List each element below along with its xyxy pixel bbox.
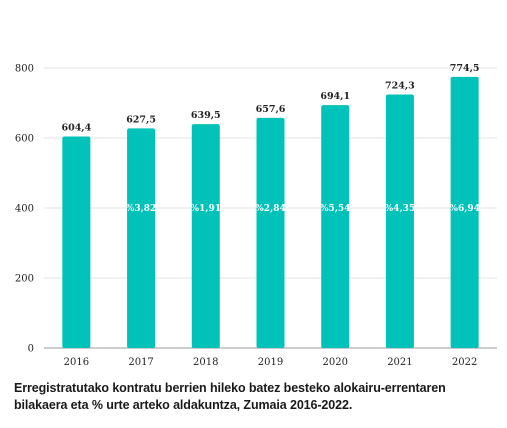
bar-pct-label: %3,82 [126, 204, 156, 214]
bar-value-label: 657,6 [256, 104, 286, 115]
y-tick-label: 600 [15, 134, 34, 145]
bar-pct-label: %2,84 [255, 204, 285, 214]
bar-chart: 0 200 400 600 800 604,4 2016 627,5 %3,82 2017 639,… [15, 63, 497, 368]
bar-value-label: 639,5 [191, 110, 221, 121]
x-tick-label: 2021 [387, 357, 412, 368]
bar-value-label: 694,1 [320, 91, 350, 102]
bar-value-label: 724,3 [385, 80, 415, 91]
chart-caption: Erregistratutako kontratu berrien hileko… [14, 381, 446, 412]
x-tick-label: 2017 [128, 357, 153, 368]
bar-pct-label: %5,54 [320, 204, 350, 214]
bar-pct-label: %1,91 [191, 204, 221, 214]
bar [385, 94, 414, 349]
bar-value-label: 774,5 [450, 63, 480, 74]
y-tick-label: 200 [15, 274, 34, 285]
y-tick-label: 800 [15, 64, 34, 75]
bar-pct-label: %4,35 [385, 204, 415, 214]
x-tick-label: 2018 [193, 357, 218, 368]
x-tick-label: 2020 [322, 357, 347, 368]
x-tick-label: 2022 [452, 357, 477, 368]
bar [450, 76, 479, 349]
y-tick-label: 0 [28, 344, 34, 355]
bar-pct-label: %6,94 [449, 204, 479, 214]
bar [321, 105, 350, 348]
bar [256, 117, 285, 348]
x-tick-label: 2019 [258, 357, 283, 368]
y-tick-label: 400 [15, 204, 34, 215]
bar-value-label: 627,5 [126, 114, 156, 125]
bar [191, 124, 220, 348]
bar [127, 128, 156, 348]
chart-area: 0 200 400 600 800 604,4 2016 627,5 %3,82 2017 639,… [15, 63, 497, 368]
x-tick-label: 2016 [64, 357, 89, 368]
bar [62, 136, 91, 348]
bar-value-label: 604,4 [61, 122, 91, 133]
